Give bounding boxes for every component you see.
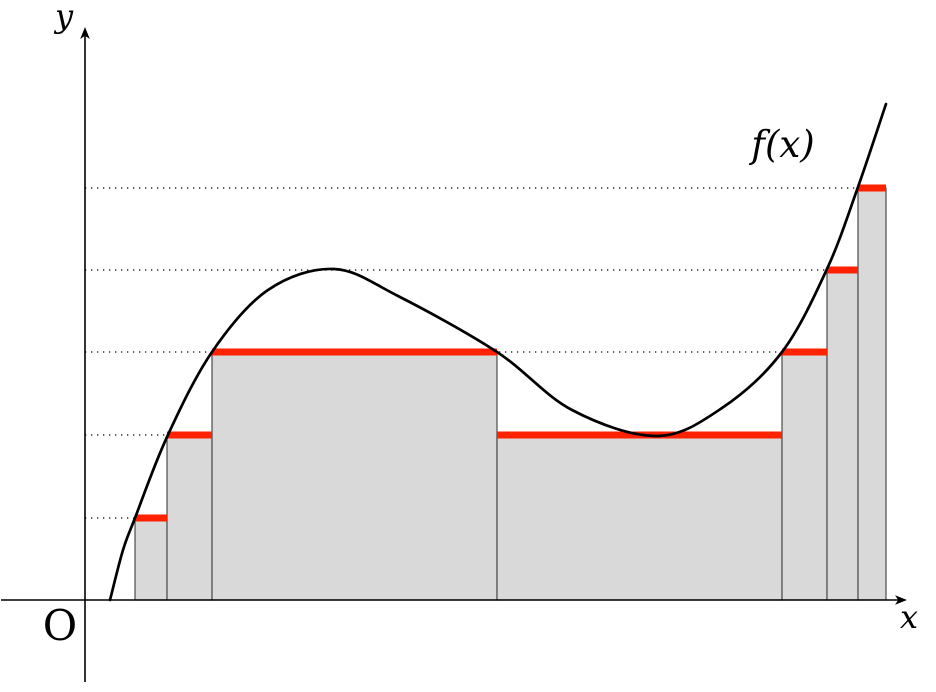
- riemann-rectangle: [134, 517, 168, 601]
- x-axis: [1, 595, 907, 605]
- rectangle-min-bar: [212, 348, 497, 356]
- lower-sum-rectangles: [134, 187, 887, 601]
- y-axis-arrowhead: [80, 27, 90, 39]
- rectangle-min-bar: [167, 431, 212, 439]
- rectangle-min-bar: [782, 348, 827, 356]
- riemann-rectangle: [211, 351, 498, 601]
- rectangle-min-bar: [827, 266, 858, 274]
- y-axis-label: y: [53, 0, 74, 35]
- rectangle-min-bar: [858, 184, 886, 192]
- riemann-rectangle: [781, 351, 828, 601]
- y-axis: [80, 27, 90, 682]
- function-curve: [108, 102, 888, 602]
- x-axis-arrowhead: [895, 595, 907, 605]
- riemann-rectangle: [496, 434, 783, 601]
- riemann-rectangle: [166, 434, 213, 601]
- origin-label: O: [43, 601, 77, 650]
- x-axis-label: x: [900, 598, 918, 636]
- riemann-rectangle: [857, 187, 887, 601]
- function-label: f(x): [748, 123, 814, 166]
- rectangle-min-bar: [135, 514, 167, 522]
- riemann-rectangle: [826, 269, 859, 601]
